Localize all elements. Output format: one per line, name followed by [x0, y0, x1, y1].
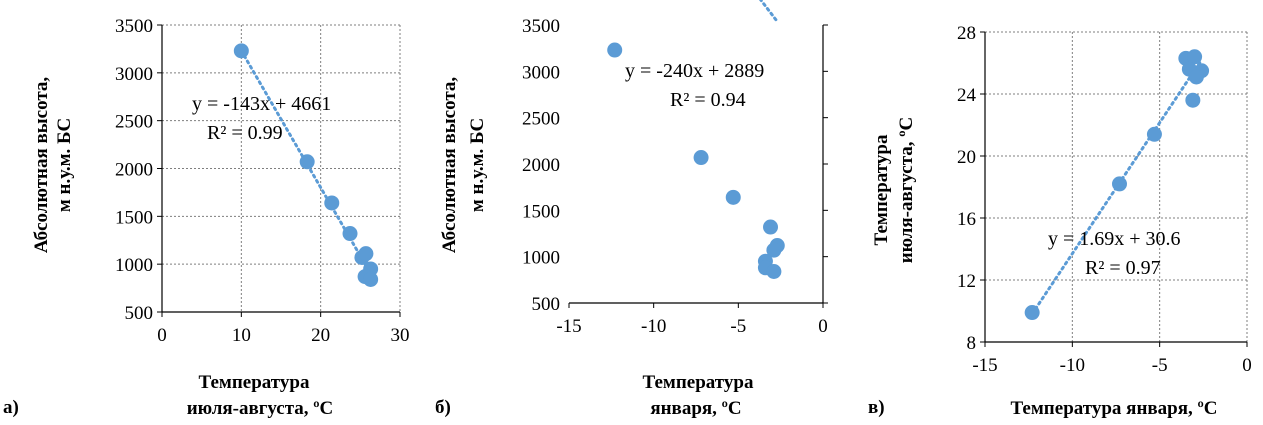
y-tick-label: 20 [957, 147, 976, 168]
axes-a [157, 24, 401, 317]
data-point [233, 43, 249, 59]
y-tick-label: 3500 [115, 16, 153, 37]
equation-a: y = -143x + 4661 [192, 93, 331, 115]
data-point [725, 189, 741, 205]
y-tick-label: 28 [957, 23, 976, 44]
y-tick-label: 24 [957, 85, 977, 106]
data-point [342, 226, 358, 242]
x-axis-title-c-line1: Температура января, ºС [1010, 398, 1217, 419]
points-c [1024, 49, 1210, 321]
x-axis-title-a-line1: Температура [199, 372, 310, 393]
x-tick-label: 30 [391, 325, 410, 346]
tick-labels-b: -15 -10 -5 0 500 1000 1500 2000 2500 3000 3500 [522, 16, 828, 337]
axes-b [568, 24, 828, 308]
y-tick-label: 1000 [115, 255, 153, 276]
panel-b: -15 -10 -5 0 500 1000 1500 2000 2500 3000 3500 y =… [435, 0, 828, 419]
y-tick-label: 1500 [522, 201, 560, 222]
data-point [693, 150, 709, 166]
r-squared-b: R² = 0.94 [670, 89, 746, 111]
x-tick-label: 20 [311, 325, 330, 346]
x-tick-label: -10 [641, 316, 666, 337]
panel-a: 0 10 20 30 500 1000 1500 2000 2500 3000 3500 y = -… [3, 16, 410, 419]
y-axis-title-b-line1: Абсолютная высота, [439, 77, 460, 254]
panel-label-b: б) [435, 397, 451, 418]
y-tick-label: 3000 [522, 62, 560, 83]
points-b [607, 42, 785, 279]
x-tick-label: -15 [972, 355, 997, 376]
data-point [299, 154, 315, 170]
y-tick-label: 3000 [115, 64, 153, 85]
y-tick-label: 3500 [522, 16, 560, 37]
data-point [1187, 49, 1203, 65]
y-tick-label: 8 [967, 333, 977, 354]
data-point [766, 263, 782, 279]
axes-c [980, 31, 1248, 347]
y-tick-label: 2000 [115, 160, 153, 181]
trendline-b [758, 0, 779, 24]
trendline [758, 0, 779, 24]
y-axis-title-c-line2: июля-августа, ºС [896, 117, 917, 264]
data-point [1146, 126, 1162, 142]
equation-c: y = 1.69x + 30.6 [1048, 228, 1181, 250]
y-axis-title-c-line1: Температура [871, 134, 892, 245]
x-tick-label: -10 [1060, 355, 1085, 376]
data-point [766, 242, 782, 258]
y-tick-label: 1500 [115, 207, 153, 228]
data-point [1024, 305, 1040, 321]
y-tick-label: 16 [957, 209, 976, 230]
y-tick-label: 2000 [522, 155, 560, 176]
panel-label-c: в) [868, 397, 885, 418]
data-point [607, 42, 623, 58]
x-tick-label: 0 [157, 325, 167, 346]
data-point [363, 271, 379, 287]
data-point [1188, 69, 1204, 85]
y-tick-label: 12 [957, 271, 976, 292]
x-axis-title-a-line2: июля-августа, ºС [187, 398, 334, 419]
tick-labels-c: -15 -10 -5 0 8 12 16 20 24 28 [957, 23, 1252, 376]
x-axis-title-b-line1: Температура [643, 372, 754, 393]
y-tick-label: 1000 [522, 248, 560, 269]
points-a [233, 43, 379, 287]
x-axis-title-b-line2: января, ºС [650, 398, 741, 419]
x-tick-label: 0 [1242, 355, 1252, 376]
y-axis-title-b-line2: м н.у.м. БС [467, 118, 488, 212]
y-tick-label: 2500 [115, 112, 153, 133]
y-tick-label: 500 [532, 294, 561, 315]
y-axis-title-a-line2: м н.у.м. БС [54, 118, 75, 212]
x-tick-label: -15 [556, 316, 581, 337]
y-tick-label: 500 [125, 303, 154, 324]
x-tick-label: -5 [1152, 355, 1168, 376]
data-point [1111, 176, 1127, 192]
r-squared-c: R² = 0.97 [1085, 257, 1161, 279]
data-point [763, 219, 779, 235]
tick-labels-a: 0 10 20 30 500 1000 1500 2000 2500 3000 3500 [115, 16, 410, 346]
panel-label-a: а) [3, 397, 19, 418]
y-tick-label: 2500 [522, 109, 560, 130]
r-squared-a: R² = 0.99 [207, 122, 283, 144]
x-tick-label: 10 [232, 325, 251, 346]
data-point [324, 195, 340, 211]
data-point [358, 246, 374, 262]
x-tick-label: -5 [730, 316, 746, 337]
y-axis-title-a-line1: Абсолютная высота, [31, 77, 52, 254]
x-tick-label: 0 [818, 316, 828, 337]
data-point [1185, 92, 1201, 108]
equation-b: y = -240x + 2889 [625, 60, 764, 82]
panel-c: -15 -10 -5 0 8 12 16 20 24 28 y = 1.69x + 30.6 R²… [868, 23, 1252, 419]
